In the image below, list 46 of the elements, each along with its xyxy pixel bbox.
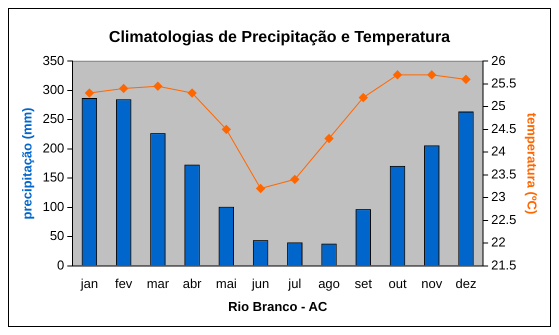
x-tick-label: nov: [421, 276, 443, 292]
x-tick-label: dez: [455, 276, 476, 292]
chart-title: Climatologias de Precipitação e Temperatura: [108, 29, 450, 46]
point: [358, 93, 368, 102]
point: [256, 184, 266, 194]
y2-tick-label: 26: [491, 52, 506, 68]
y2-tick-label: 22: [491, 234, 506, 250]
point: [222, 124, 231, 134]
y2-tick-label: 24: [491, 144, 506, 159]
x-tick-label: mai: [216, 276, 237, 292]
x-tick-label: fev: [114, 276, 133, 292]
x-tick-label: jun: [250, 276, 270, 292]
y-tick-label: 250: [42, 111, 64, 126]
x-tick-label: mar: [146, 276, 170, 292]
y-tick-label: 50: [50, 228, 64, 244]
y2-tick-label: 25.5: [491, 76, 516, 91]
y-axis-title: precipitação (mm): [19, 108, 34, 220]
y-tick-label: 350: [42, 52, 64, 68]
y2-axis-title: temperatura (ºC): [524, 112, 540, 214]
x-tick-label: abr: [182, 276, 202, 292]
point: [461, 74, 470, 84]
point: [324, 134, 334, 143]
y-tick-label: 100: [42, 198, 64, 214]
point: [119, 84, 128, 93]
point: [153, 82, 162, 91]
point: [290, 174, 300, 184]
y2-tick-label: 23.5: [491, 166, 516, 182]
x-tick-label: jan: [80, 276, 98, 292]
y-tick-label: 200: [42, 140, 64, 156]
x-tick-label: ago: [318, 276, 340, 292]
point: [393, 70, 402, 80]
y2-tick-label: 23: [491, 189, 506, 204]
y2-tick-label: 22.5: [491, 212, 516, 227]
x-tick-label: jul: [287, 276, 302, 292]
y-tick-label: 0: [57, 257, 64, 272]
x-tick-label: set: [354, 276, 372, 292]
y-tick-label: 300: [42, 82, 64, 98]
y2-tick-label: 25: [491, 98, 506, 114]
x-tick-label: out: [388, 276, 407, 292]
point: [188, 88, 197, 98]
point: [84, 88, 94, 98]
y2-tick-label: 21.5: [491, 257, 516, 272]
y-tick-label: 150: [42, 170, 64, 185]
y2-tick-label: 24.5: [491, 120, 516, 136]
point: [427, 70, 436, 80]
x-axis-title: Rio Branco - AC: [228, 298, 328, 314]
